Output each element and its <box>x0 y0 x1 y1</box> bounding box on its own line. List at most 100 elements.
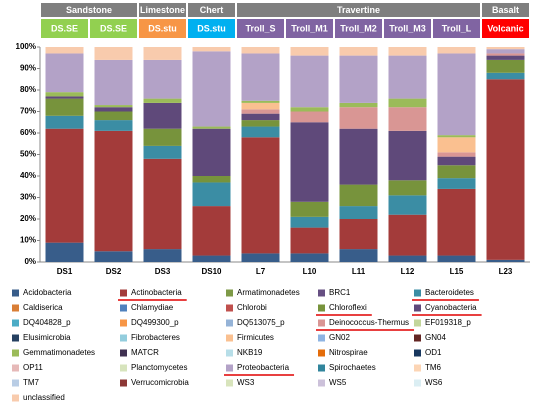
bar-segment <box>94 130 133 252</box>
legend-swatch <box>414 334 421 342</box>
legend-label: WS3 <box>237 378 255 387</box>
bar-segment <box>437 165 476 179</box>
legend-swatch <box>226 289 233 297</box>
bar-segment <box>290 216 329 228</box>
bar-segment <box>388 195 427 215</box>
legend-label: Bacteroidetes <box>425 288 474 297</box>
bar-segment <box>339 219 378 250</box>
legend-swatch <box>318 379 325 387</box>
legend-swatch <box>12 304 19 312</box>
legend-label: TM6 <box>425 363 442 372</box>
sample-header: Troll_L <box>442 23 472 33</box>
bar-segment <box>437 137 476 153</box>
sample-header: DS.stu <box>148 23 177 33</box>
legend-label: Firmicutes <box>237 333 274 342</box>
bar-segment <box>388 47 427 56</box>
bar-segment <box>241 47 280 54</box>
legend-swatch <box>318 334 325 342</box>
bar-segment <box>388 107 427 131</box>
sample-header-bg <box>433 19 480 38</box>
bar-segment <box>94 105 133 108</box>
bar-segment <box>241 109 280 114</box>
sample-header: DS.stu <box>197 23 226 33</box>
group-header-bg <box>237 3 480 17</box>
bar-segment <box>192 47 231 52</box>
bar-segment <box>437 152 476 157</box>
y-tick-label: 80% <box>20 85 36 94</box>
y-tick-label: 10% <box>20 236 36 245</box>
sample-header: Troll_M3 <box>389 23 426 33</box>
legend-swatch <box>12 394 19 402</box>
bar-segment <box>241 53 280 101</box>
legend-label: Elusimicrobia <box>23 333 71 342</box>
bar-segment <box>241 120 280 127</box>
y-tick-label: 90% <box>20 64 36 73</box>
legend-label: GN02 <box>329 333 350 342</box>
sample-header-bg <box>188 19 235 38</box>
sample-header: DS.SE <box>51 23 78 33</box>
legend-swatch <box>414 289 421 297</box>
x-tick-label: L11 <box>352 267 366 276</box>
sample-header-bg <box>41 19 88 38</box>
legend-label: TM7 <box>23 378 40 387</box>
legend-swatch <box>120 364 127 372</box>
bar-segment <box>290 111 329 123</box>
bar-segment <box>486 59 525 73</box>
y-tick-label: 100% <box>16 42 36 51</box>
bar-segment <box>192 255 231 262</box>
bar-segment <box>388 255 427 262</box>
legend-label: unclassified <box>23 393 65 402</box>
legend-swatch <box>12 334 19 342</box>
bar-segment <box>192 51 231 127</box>
y-tick-label: 60% <box>20 128 36 137</box>
bar-segment <box>437 178 476 189</box>
bar-segment <box>241 253 280 262</box>
legend-label: Cyanobacteria <box>425 303 477 312</box>
bar-segment <box>241 137 280 254</box>
legend-label: Actinobacteria <box>131 288 182 297</box>
legend-swatch <box>120 319 127 327</box>
bar-segment <box>192 126 231 129</box>
group-header: Limestone <box>140 5 185 15</box>
legend-swatch <box>120 304 127 312</box>
bar-segment <box>290 253 329 262</box>
x-tick-label: L23 <box>499 267 513 276</box>
sample-header: DS.SE <box>100 23 127 33</box>
legend-swatch <box>226 334 233 342</box>
legend-swatch <box>414 304 421 312</box>
sample-header-bg <box>139 19 186 38</box>
bar-segment <box>192 176 231 183</box>
bar-segment <box>241 113 280 121</box>
bar-segment <box>143 47 182 60</box>
bar-segment <box>388 98 427 108</box>
sample-header-bg <box>384 19 431 38</box>
bar-segment <box>45 242 84 262</box>
bar-segment <box>437 135 476 138</box>
x-tick-label: L10 <box>303 267 317 276</box>
bar-segment <box>486 53 525 56</box>
legend-swatch <box>414 379 421 387</box>
bar-segment <box>241 126 280 138</box>
group-header: Travertine <box>337 5 380 15</box>
legend-label: Chlamydiae <box>131 303 174 312</box>
group-header: Basalt <box>492 5 519 15</box>
legend-swatch <box>120 289 127 297</box>
sample-header: Troll_S <box>245 23 275 33</box>
bar-segment <box>192 206 231 256</box>
bar-segment <box>437 255 476 262</box>
bar-segment <box>437 188 476 256</box>
legend-label: Nitrospirae <box>329 348 368 357</box>
legend-swatch <box>318 349 325 357</box>
y-tick-label: 70% <box>20 107 36 116</box>
bar-segment <box>388 214 427 256</box>
legend-label: Proteobacteria <box>237 363 290 372</box>
x-tick-label: L15 <box>450 267 464 276</box>
legend-swatch <box>226 349 233 357</box>
group-header-bg <box>41 3 137 17</box>
bar-segment <box>143 249 182 262</box>
bar-segment <box>339 184 378 207</box>
legend-label: GN04 <box>425 333 446 342</box>
group-header-bg <box>139 3 186 17</box>
bar-segment <box>45 115 84 129</box>
